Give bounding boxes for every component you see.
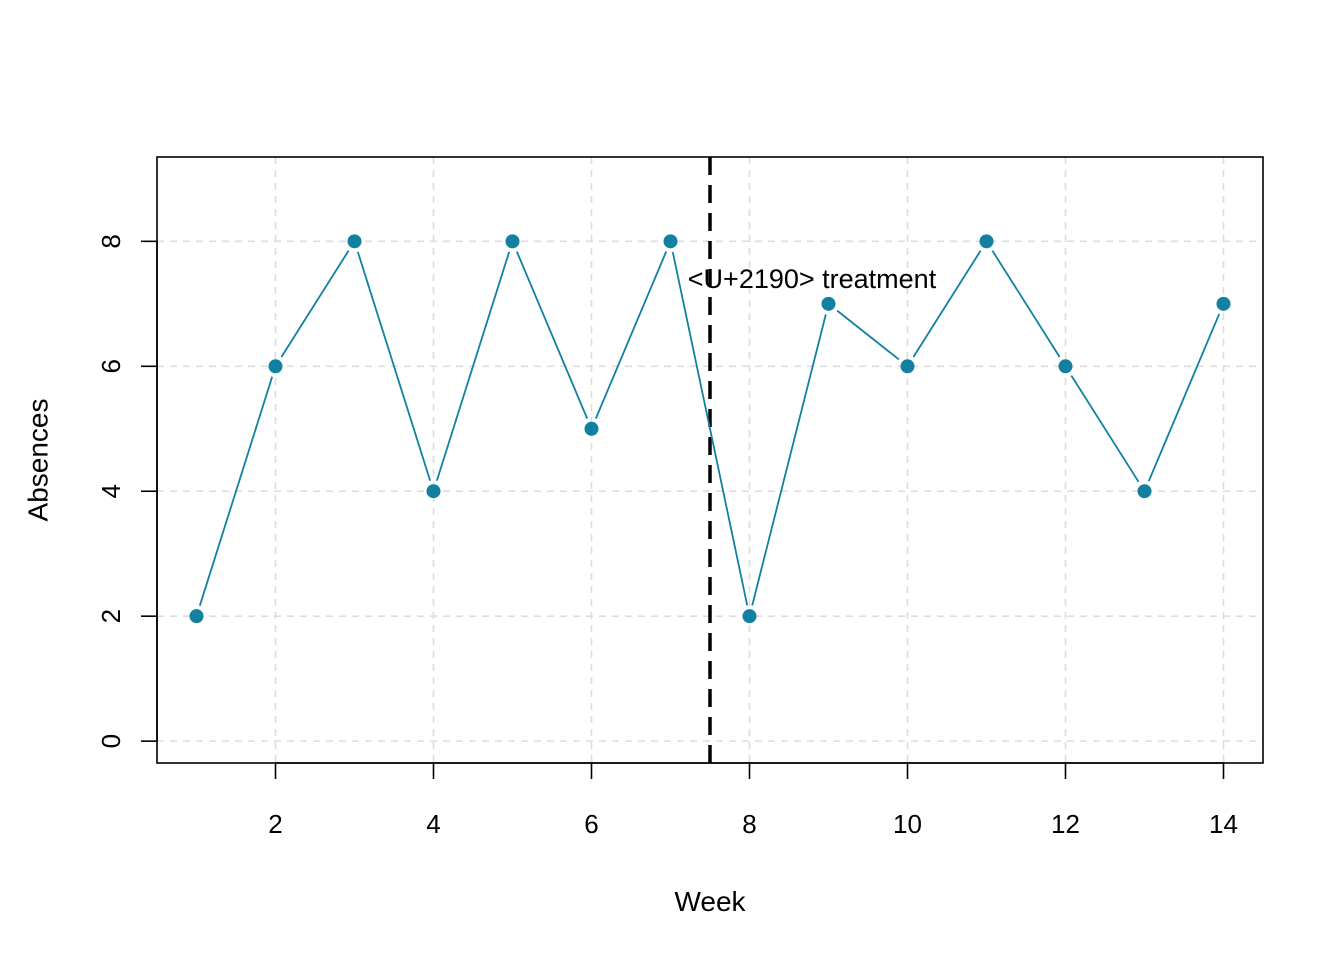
series-segment <box>515 251 589 419</box>
x-tick-label: 14 <box>1209 809 1238 839</box>
x-tick-label: 8 <box>742 809 756 839</box>
x-tick-label: 12 <box>1051 809 1080 839</box>
data-point <box>189 609 204 624</box>
data-point <box>900 359 915 374</box>
y-tick-label: 8 <box>96 234 126 248</box>
x-tick-label: 6 <box>584 809 598 839</box>
data-point <box>663 234 678 249</box>
series-segment <box>435 251 511 482</box>
treatment-annotation: <U+2190> treatment <box>688 264 937 294</box>
y-tick-label: 6 <box>96 359 126 373</box>
axes: 2 4 6 8 10 12 14 0 2 4 6 8 <box>96 234 1238 839</box>
y-tick-label: 2 <box>96 609 126 623</box>
x-tick-label: 4 <box>426 809 440 839</box>
series-segment <box>671 251 749 606</box>
x-axis-title: Week <box>674 886 746 917</box>
series-segment <box>991 250 1061 358</box>
x-tick-label: 2 <box>268 809 282 839</box>
series-segment <box>198 376 274 606</box>
y-tick-label: 0 <box>96 734 126 748</box>
data-point <box>979 234 994 249</box>
data-point <box>1216 296 1231 311</box>
series-segment <box>751 314 827 606</box>
data-point <box>1058 359 1073 374</box>
data-point <box>505 234 520 249</box>
data-point <box>821 296 836 311</box>
data-point <box>742 609 757 624</box>
y-tick-label: 4 <box>96 484 126 498</box>
data-point <box>1137 484 1152 499</box>
series-segment <box>1147 313 1221 482</box>
x-tick-label: 10 <box>893 809 922 839</box>
y-axis-title: Absences <box>23 399 54 522</box>
series-line-group <box>198 250 1221 606</box>
series-segment <box>356 251 432 482</box>
data-point <box>347 234 362 249</box>
series-segment <box>594 251 668 419</box>
data-point <box>584 421 599 436</box>
data-points-group <box>189 234 1231 624</box>
series-segment <box>836 309 900 361</box>
series-segment <box>280 250 350 358</box>
series-segment <box>1070 375 1140 483</box>
data-point <box>268 359 283 374</box>
data-point <box>426 484 441 499</box>
series-segment <box>912 250 982 358</box>
